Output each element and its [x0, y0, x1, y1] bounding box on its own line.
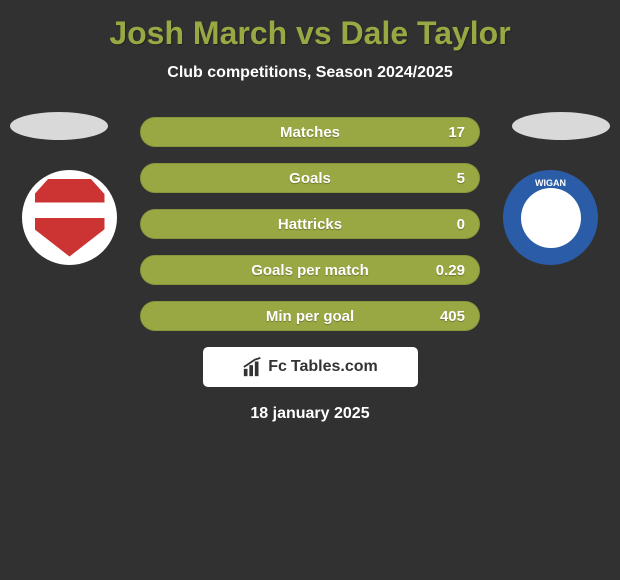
stat-row-goals-per-match: Goals per match 0.29	[140, 255, 480, 285]
player2-photo-placeholder	[512, 112, 610, 140]
stat-row-min-per-goal: Min per goal 405	[140, 301, 480, 331]
stat-label: Goals per match	[251, 262, 369, 279]
stat-value-right: 0	[457, 216, 465, 233]
club-badge-left	[22, 170, 117, 265]
stat-row-hattricks: Hattricks 0	[140, 209, 480, 239]
date-text: 18 january 2025	[0, 405, 620, 423]
stat-label: Min per goal	[266, 308, 354, 325]
player1-photo-placeholder	[10, 112, 108, 140]
stat-value-right: 405	[440, 308, 465, 325]
brand-suffix: Tables.com	[291, 358, 378, 376]
stat-label: Goals	[289, 170, 331, 187]
subtitle: Club competitions, Season 2024/2025	[0, 64, 620, 82]
page-title: Josh March vs Dale Taylor	[0, 15, 620, 52]
stat-bars: Matches 17 Goals 5 Hattricks 0 Goals per…	[140, 112, 480, 331]
stat-label: Hattricks	[278, 216, 342, 233]
stat-label: Matches	[280, 124, 340, 141]
comparison-container: Josh March vs Dale Taylor Club competiti…	[0, 0, 620, 433]
stat-value-right: 5	[457, 170, 465, 187]
player1-name: Josh March	[109, 15, 287, 51]
stat-value-right: 17	[448, 124, 465, 141]
club-badge-right	[503, 170, 598, 265]
brand-prefix: Fc	[268, 358, 287, 376]
vs-text: vs	[296, 15, 332, 51]
stat-row-matches: Matches 17	[140, 117, 480, 147]
chart-icon	[242, 356, 264, 378]
stats-area: Matches 17 Goals 5 Hattricks 0 Goals per…	[0, 112, 620, 423]
fctables-logo[interactable]: FcTables.com	[203, 347, 418, 387]
stat-value-right: 0.29	[436, 262, 465, 279]
player2-name: Dale Taylor	[341, 15, 511, 51]
stat-row-goals: Goals 5	[140, 163, 480, 193]
